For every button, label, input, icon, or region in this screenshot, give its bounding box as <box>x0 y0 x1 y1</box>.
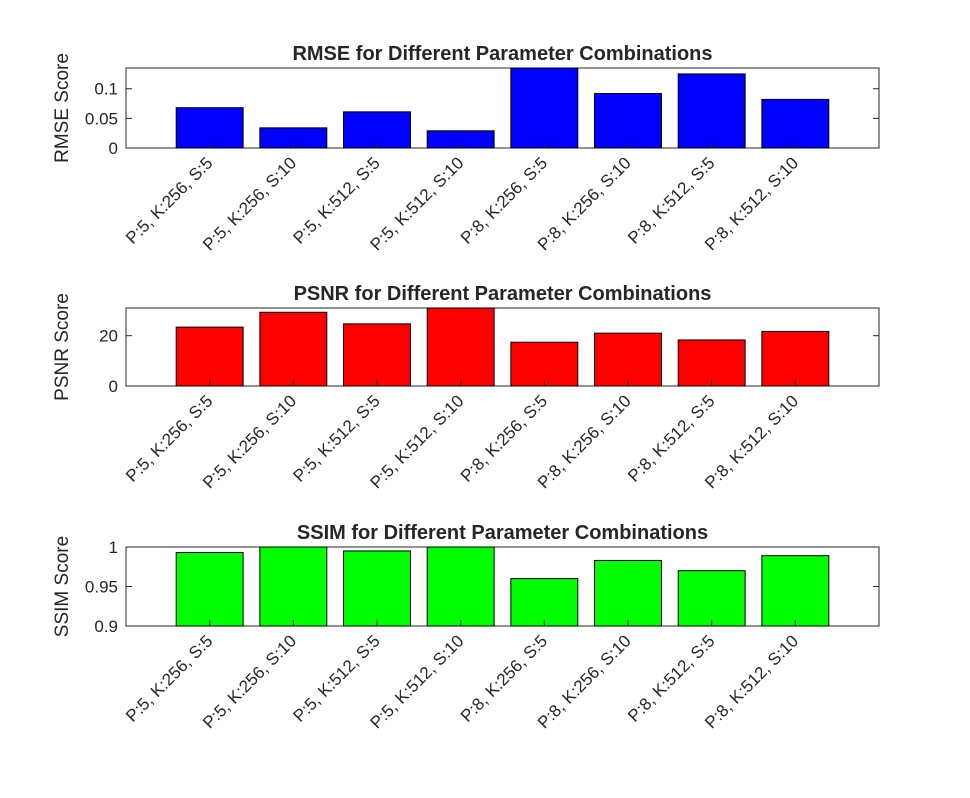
ssim-ytick-label: 0.95 <box>85 578 118 597</box>
rmse-ytick-label: 0.05 <box>85 109 118 128</box>
ssim-bar <box>175 552 244 627</box>
psnr-title: PSNR for Different Parameter Combination… <box>294 283 712 305</box>
rmse-ylabel: RMSE Score <box>52 53 73 163</box>
psnr-bar <box>510 341 579 387</box>
ssim-ylabel: SSIM Score <box>52 536 73 637</box>
rmse-bar <box>594 92 662 149</box>
rmse-bar <box>510 67 579 149</box>
ssim-bar <box>426 546 495 627</box>
ssim-bar <box>259 546 328 627</box>
psnr-bar <box>343 323 411 387</box>
ssim-ytick-label: 0.9 <box>94 617 118 636</box>
ssim-bar <box>343 550 411 627</box>
ssim-bar <box>594 559 662 627</box>
rmse-ytick-label: 0.1 <box>94 80 118 99</box>
psnr-bar <box>677 339 746 387</box>
rmse-bar <box>175 107 244 149</box>
rmse-bar <box>343 111 411 149</box>
ssim-ytick-label: 1 <box>109 538 118 557</box>
rmse-bar <box>677 73 746 149</box>
ssim-bar <box>761 555 830 627</box>
ssim-bar <box>677 570 746 627</box>
rmse-axes <box>125 67 880 149</box>
psnr-ytick-label: 0 <box>109 377 118 396</box>
rmse-ytick-label: 0 <box>109 139 118 158</box>
psnr-ylabel: PSNR Score <box>52 293 73 401</box>
rmse-bar <box>761 98 830 149</box>
ssim-title: SSIM for Different Parameter Combination… <box>297 522 708 544</box>
psnr-bar <box>259 311 328 387</box>
ssim-axes <box>125 546 880 627</box>
psnr-axes <box>125 307 880 387</box>
psnr-bar <box>175 326 244 387</box>
psnr-bar <box>594 332 662 387</box>
ssim-bar <box>510 578 579 627</box>
rmse-title: RMSE for Different Parameter Combination… <box>292 43 712 65</box>
psnr-ytick-label: 20 <box>99 327 118 346</box>
psnr-bar <box>426 307 495 387</box>
psnr-bar <box>761 330 830 387</box>
